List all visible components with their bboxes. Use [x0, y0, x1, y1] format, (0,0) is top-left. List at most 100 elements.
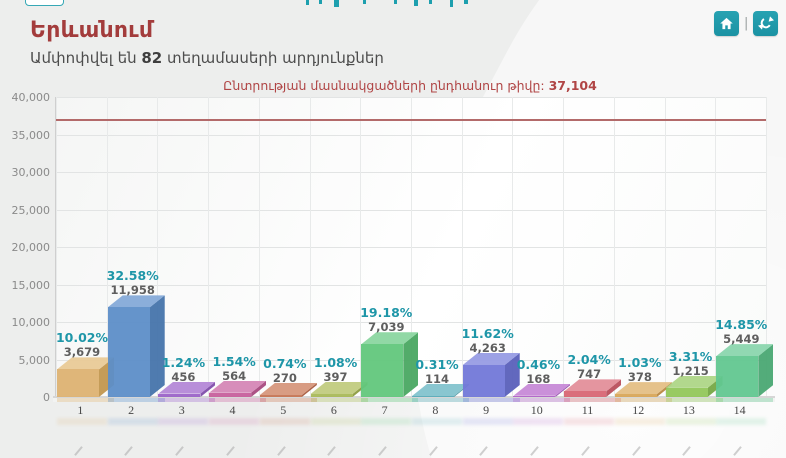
- bar-candidate-11[interactable]: [564, 391, 607, 397]
- y-axis-tick: 35,000: [11, 128, 51, 142]
- bar-reflection: [209, 418, 260, 425]
- bar-value-label: 4,263: [469, 341, 506, 356]
- x-axis-label: 1: [77, 403, 84, 417]
- bar-percent-label: 11.62%: [461, 326, 514, 342]
- home-icon: [720, 17, 733, 29]
- y-axis-tick: 30,000: [11, 166, 51, 179]
- subtitle-suffix: տեղամասերի արդյունքներ: [162, 49, 384, 67]
- clipped-glyph: [464, 0, 468, 4]
- clipped-glyph: [306, 0, 309, 5]
- bar-candidate-5[interactable]: [259, 394, 302, 397]
- bar-top-face: [462, 353, 520, 366]
- x-axis-label: 6: [330, 403, 337, 417]
- x-axis-label: 12: [632, 403, 645, 417]
- y-axis-tick: 40,000: [11, 91, 51, 104]
- bar-percent-label: 1.24%: [161, 354, 206, 370]
- bar-candidate-1[interactable]: [57, 369, 99, 397]
- bar-side-face: [149, 295, 165, 397]
- refresh-icon: [757, 16, 774, 30]
- bar-reflection: [361, 418, 412, 425]
- bar-reflection: [513, 418, 564, 425]
- x-axis-label: 3: [178, 403, 185, 417]
- subtitle-prefix: Ամփոփվել են: [30, 49, 142, 67]
- bar-value-label: 564: [222, 368, 247, 383]
- v-gridline: [614, 97, 615, 397]
- bar-reflection: [259, 418, 310, 425]
- bar-percent-label: 2.04%: [567, 352, 611, 368]
- bar-top-face: [158, 381, 216, 394]
- refresh-button[interactable]: [753, 10, 779, 36]
- bar-value-label: 3,679: [63, 345, 101, 360]
- bar-candidate-3[interactable]: [158, 393, 201, 397]
- v-gridline: [360, 97, 361, 397]
- bar-floor-strip: [57, 398, 114, 402]
- bar-candidate-7[interactable]: [361, 344, 404, 397]
- bar-percent-label: 1.08%: [313, 355, 358, 371]
- bar-value-label: 1,215: [672, 363, 709, 378]
- clipped-glyph: [363, 0, 366, 4]
- bar-floor-strip: [462, 398, 520, 402]
- bar-candidate-4[interactable]: [209, 392, 252, 397]
- home-button[interactable]: [714, 10, 739, 36]
- v-gridline: [56, 97, 57, 397]
- bar-candidate-8[interactable]: [412, 396, 454, 397]
- bar-reflection: [716, 418, 767, 425]
- clipped-bottom-label: [124, 446, 134, 456]
- bar-floor-strip: [564, 398, 622, 402]
- y-axis-tick: 5,000: [18, 353, 51, 367]
- v-gridline: [107, 97, 108, 397]
- bar-candidate-6[interactable]: [310, 394, 353, 397]
- bar-top-face: [209, 380, 267, 393]
- bar-top-face: [564, 379, 622, 392]
- bar-candidate-10[interactable]: [513, 395, 556, 397]
- bar-candidate-2[interactable]: [107, 307, 150, 397]
- bar-floor-strip: [513, 398, 571, 402]
- bar-candidate-14[interactable]: [716, 356, 759, 397]
- x-axis-label: 11: [581, 403, 594, 417]
- bar-top-face: [57, 357, 114, 370]
- clipped-glyph: [394, 0, 397, 4]
- chart-title-text: Ընտրության մասնակցածների ընդհանուր թիվը:: [223, 78, 549, 93]
- bar-floor-strip: [209, 398, 267, 402]
- bar-reflection: [107, 418, 158, 425]
- bar-top-face: [716, 344, 774, 357]
- bar-value-label: 7,039: [368, 320, 405, 335]
- precinct-count: 82: [141, 49, 163, 67]
- v-gridline: [411, 97, 412, 397]
- bar-floor-strip: [665, 398, 723, 402]
- x-axis-label: 14: [733, 403, 746, 417]
- bar-percent-label: 19.18%: [360, 305, 413, 321]
- x-axis-label: 4: [229, 403, 236, 417]
- x-axis-label: 8: [432, 403, 439, 417]
- bar-percent-label: 14.85%: [715, 317, 768, 333]
- bar-floor-strip: [158, 398, 216, 402]
- bar-candidate-13[interactable]: [665, 387, 708, 397]
- bar-value-label: 11,958: [110, 283, 155, 298]
- bar-value-label: 114: [424, 372, 449, 386]
- bar-top-face: [259, 382, 317, 395]
- bar-percent-label: 1.54%: [212, 353, 256, 369]
- v-gridline: [157, 97, 158, 397]
- clipped-top-button[interactable]: [25, 0, 64, 6]
- bar-top-face: [107, 295, 165, 308]
- bar-candidate-12[interactable]: [614, 394, 657, 397]
- bar-floor-strip: [716, 398, 774, 402]
- bar-value-label: 378: [627, 370, 652, 385]
- bar-side-face: [403, 332, 419, 397]
- clipped-bottom-label: [73, 446, 83, 456]
- bar-floor-strip: [259, 398, 317, 402]
- bar-reflection: [462, 418, 513, 425]
- clipped-glyph: [429, 0, 432, 4]
- v-gridline: [715, 97, 716, 397]
- bar-candidate-9[interactable]: [462, 365, 505, 397]
- bar-percent-label: 32.58%: [106, 268, 159, 284]
- bar-top-face: [513, 383, 571, 396]
- bar-value-label: 5,449: [723, 332, 760, 347]
- clipped-glyph: [414, 0, 418, 6]
- bar-percent-label: 0.31%: [415, 357, 459, 372]
- x-axis-label: 10: [530, 403, 543, 417]
- x-axis-baseline: [53, 396, 775, 398]
- bar-value-label: 168: [526, 371, 551, 386]
- bar-floor-strip: [412, 398, 469, 402]
